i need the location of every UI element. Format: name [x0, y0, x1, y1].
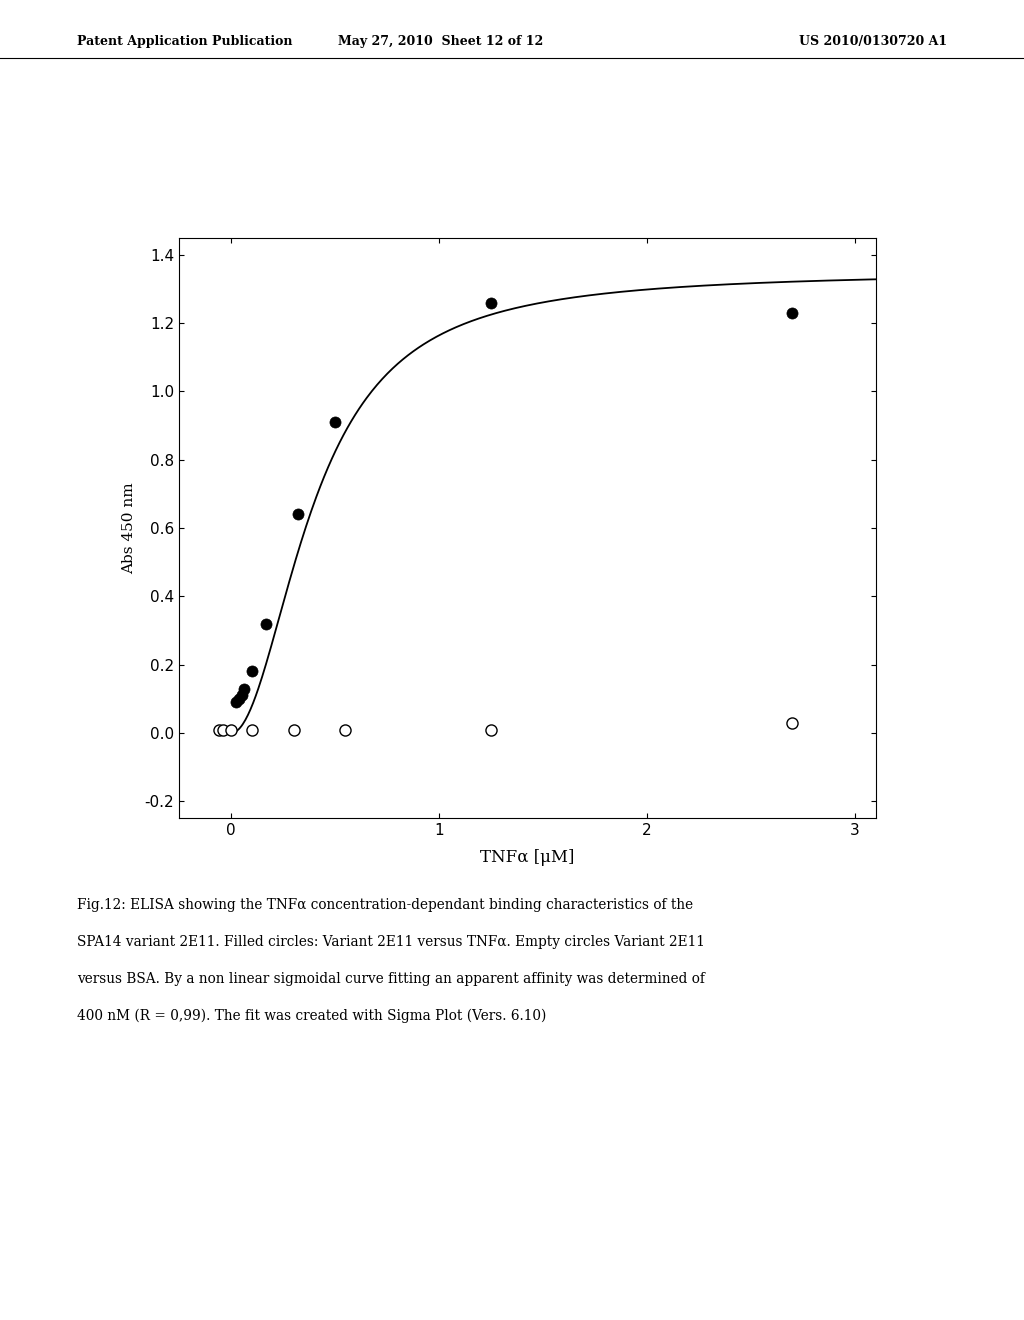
- Point: [482, 719, 499, 741]
- Text: May 27, 2010  Sheet 12 of 12: May 27, 2010 Sheet 12 of 12: [338, 34, 543, 48]
- Point: [286, 719, 302, 741]
- Text: US 2010/0130720 A1: US 2010/0130720 A1: [799, 34, 947, 48]
- Point: [233, 685, 250, 706]
- Point: [258, 612, 274, 634]
- Point: [784, 302, 801, 323]
- Point: [784, 713, 801, 734]
- Text: Patent Application Publication: Patent Application Publication: [77, 34, 292, 48]
- Point: [215, 719, 231, 741]
- Point: [327, 412, 343, 433]
- Text: versus BSA. By a non linear sigmoidal curve fitting an apparent affinity was det: versus BSA. By a non linear sigmoidal cu…: [77, 972, 705, 986]
- Point: [482, 292, 499, 313]
- Text: SPA14 variant 2E11. Filled circles: Variant 2E11 versus TNFα. Empty circles Vari: SPA14 variant 2E11. Filled circles: Vari…: [77, 935, 705, 949]
- Point: [290, 504, 306, 525]
- Y-axis label: Abs 450 nm: Abs 450 nm: [123, 482, 136, 574]
- X-axis label: TNFα [μM]: TNFα [μM]: [480, 849, 574, 866]
- Point: [244, 661, 260, 682]
- Point: [211, 719, 227, 741]
- Point: [223, 719, 240, 741]
- Point: [231, 688, 248, 709]
- Text: Fig.12: ELISA showing the TNFα concentration-dependant binding characteristics o: Fig.12: ELISA showing the TNFα concentra…: [77, 898, 693, 912]
- Text: 400 nM (R = 0,99). The fit was created with Sigma Plot (Vers. 6.10): 400 nM (R = 0,99). The fit was created w…: [77, 1008, 546, 1023]
- Point: [337, 719, 353, 741]
- Point: [236, 678, 252, 700]
- Point: [228, 692, 245, 713]
- Point: [244, 719, 260, 741]
